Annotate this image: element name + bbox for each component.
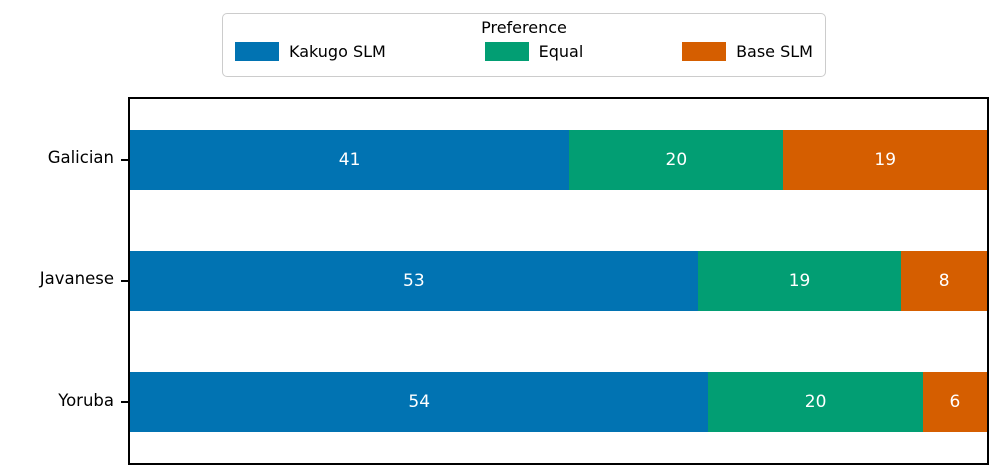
bar-value-label: 8 [938,270,950,291]
bar-row-galician: 41 20 19 [130,99,987,220]
legend-entry-kakugo-slm: Kakugo SLM [235,42,386,61]
bar-value-label: 6 [949,392,961,413]
bar-row-yoruba: 54 20 6 [130,342,987,463]
legend-entry-base-slm: Base SLM [682,42,813,61]
bar-segment-equal: 19 [697,250,902,311]
legend-swatch-kakugo-slm-icon [235,42,279,61]
bar-value-label: 54 [408,392,431,413]
bar-segment-base-slm: 6 [922,372,987,433]
bar-segment-equal: 20 [569,129,784,190]
bar-row-javanese: 53 19 8 [130,220,987,341]
bar-segment-base-slm: 19 [783,129,987,190]
bar-value-label: 41 [338,149,361,170]
bar-segment-kakugo-slm: 53 [130,250,698,311]
y-axis-tick [121,280,128,282]
y-tick-label: Galician [47,148,114,168]
legend-label: Kakugo SLM [289,42,386,61]
legend-entry-equal: Equal [484,42,584,61]
legend-entries: Kakugo SLM Equal Base SLM [233,42,815,61]
y-axis-tick [121,158,128,161]
stacked-bar: 53 19 8 [130,250,987,311]
legend-swatch-equal-icon [484,42,529,61]
legend-label: Base SLM [736,42,813,61]
y-axis-labels: Galician Javanese Yoruba [0,97,114,461]
bar-segment-equal: 20 [708,372,923,433]
y-tick-label-cell: Javanese [0,218,114,339]
bar-segment-base-slm: 8 [901,250,987,311]
bar-value-label: 20 [804,392,827,413]
legend-title: Preference [481,18,567,37]
bar-value-label: 53 [403,270,425,291]
bar-segment-kakugo-slm: 54 [130,372,709,433]
bar-value-label: 20 [665,149,688,170]
legend: Preference Kakugo SLM Equal Base SLM [222,13,826,77]
legend-label: Equal [538,42,584,61]
y-tick-label: Yoruba [58,390,114,410]
y-tick-label: Javanese [39,269,114,289]
y-tick-label-cell: Galician [0,97,114,218]
y-axis-tick [121,401,128,404]
stacked-bar: 54 20 6 [130,372,987,433]
stacked-bar: 41 20 19 [130,129,987,190]
y-tick-label-cell: Yoruba [0,340,114,461]
bar-value-label: 19 [874,149,897,170]
legend-swatch-base-slm-icon [682,42,727,61]
bar-value-label: 19 [788,270,811,291]
plot-area: 41 20 19 53 19 8 54 20 6 [121,97,989,465]
bar-segment-kakugo-slm: 41 [130,129,570,190]
